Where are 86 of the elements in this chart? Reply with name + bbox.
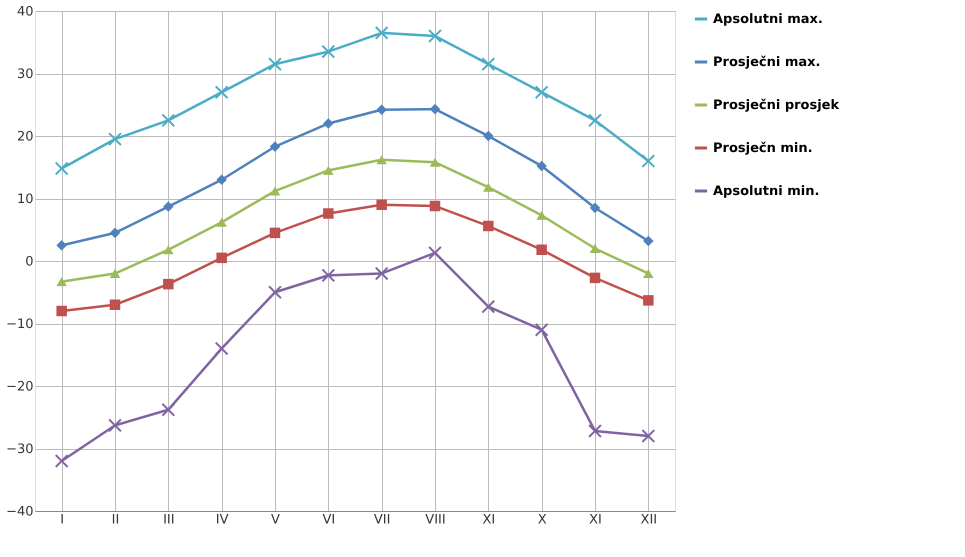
point [163,278,174,290]
point [643,268,654,278]
legend-label: Prosječn min. [713,141,813,156]
point [108,132,122,146]
point [376,200,387,210]
point [536,160,547,172]
y-tick-label: 40 [16,4,34,20]
point [483,130,494,142]
point [376,104,387,115]
x-tick-label: XI [589,512,602,528]
point [641,429,656,443]
point [374,26,389,40]
point [483,182,494,192]
point [430,200,440,212]
point [323,118,334,129]
point [590,202,600,214]
point [214,85,229,100]
legend-label: Apsolutni max. [713,12,823,27]
point [270,186,280,196]
point [643,236,654,246]
legend-label: Apsolutni min. [713,184,820,199]
point [216,174,227,185]
x-tick-label: VII [374,512,390,528]
point [268,57,282,72]
x-tick-label: III [163,512,175,528]
point [643,295,654,306]
point [590,244,600,254]
x-tick-label: XI [482,512,496,528]
point [321,268,336,282]
x-tick-label: V [271,512,280,528]
point [161,402,176,417]
point [163,245,174,254]
legend-label: Prosječni max. [713,55,820,70]
point [270,228,280,238]
point [321,44,336,59]
point [214,342,229,356]
point [323,208,334,219]
point [534,85,549,100]
y-tick-label: −10 [6,317,34,332]
point [163,201,174,212]
point [534,322,549,337]
x-tick-label: XII [640,512,658,528]
point [268,285,282,300]
point [108,418,122,432]
point [56,240,67,251]
legend-label: Prosječni prosjek [713,98,840,113]
point [54,454,69,468]
point [428,29,442,43]
point [54,162,69,176]
point [56,277,67,286]
y-tick-label: −40 [6,504,34,520]
point [428,246,442,260]
y-tick-label: −20 [6,380,34,394]
point [161,113,176,128]
point [56,306,67,316]
y-tick-label: 20 [16,130,34,144]
point [110,300,120,310]
y-tick-label: −30 [6,442,34,457]
y-tick-label: 30 [16,67,34,82]
point [588,424,602,438]
point [590,272,600,284]
point [481,57,496,72]
x-tick-label: VI [322,512,336,528]
point [536,244,547,255]
point [216,252,227,264]
point [641,154,656,168]
x-tick-label: X [538,512,547,528]
point [110,228,120,238]
point [483,220,494,232]
point [430,104,440,114]
point [536,210,547,220]
y-tick-label: 0 [25,254,34,270]
point [481,300,496,314]
x-tick-label: VIII [425,512,446,528]
point [216,218,227,227]
point [588,113,602,128]
point [270,141,280,152]
point [323,166,334,175]
x-tick-label: IV [216,512,229,528]
point [376,155,387,164]
point [374,266,389,280]
point [430,158,440,167]
x-tick-label: II [112,512,120,528]
y-tick-label: 10 [16,192,34,207]
x-tick-label: I [60,512,64,528]
point [110,268,120,278]
